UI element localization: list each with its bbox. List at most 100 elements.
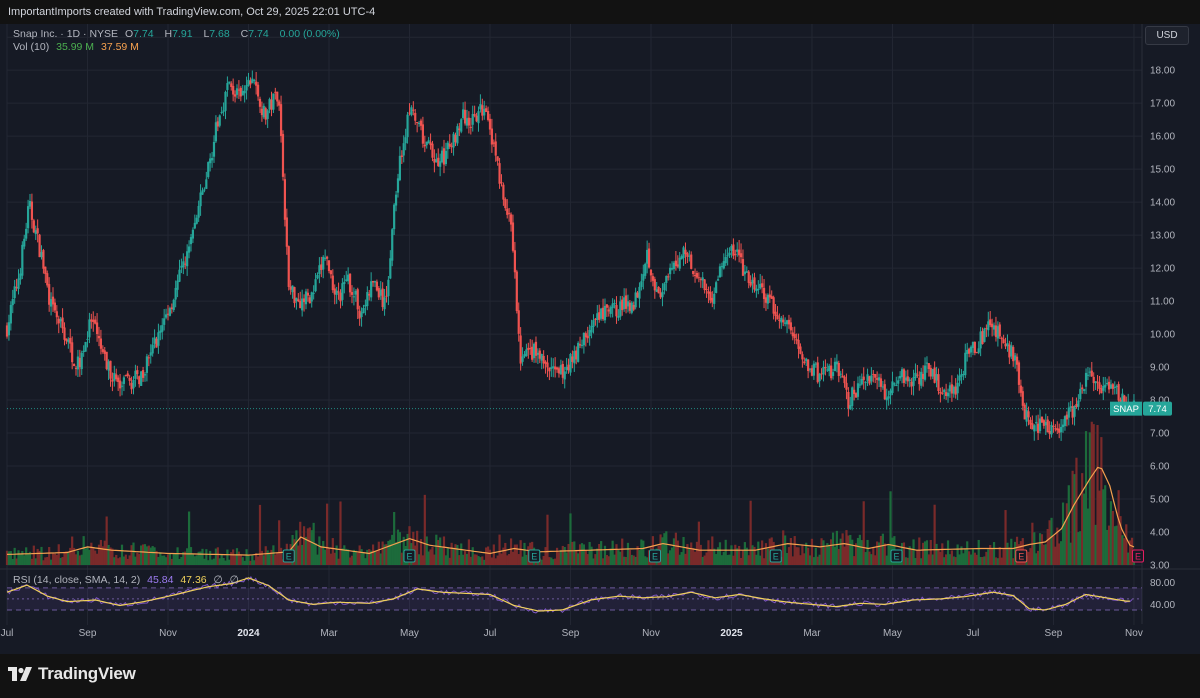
candle-body	[948, 385, 952, 392]
candle-body	[301, 298, 304, 311]
candle-body	[1100, 388, 1103, 394]
candle	[283, 173, 287, 227]
volume-bar	[279, 547, 283, 565]
volume-bar	[939, 551, 942, 565]
volume-bar	[214, 548, 218, 565]
candle-body	[147, 357, 150, 359]
candle	[463, 101, 467, 126]
candle-body	[785, 320, 789, 325]
candle-body	[454, 135, 457, 143]
candle	[960, 369, 963, 384]
candle-body	[109, 360, 112, 379]
candle-body	[387, 279, 390, 297]
candle	[569, 352, 572, 376]
candle	[189, 234, 193, 252]
candle-body	[607, 309, 610, 312]
candle	[25, 222, 28, 241]
currency-button[interactable]: USD	[1145, 26, 1189, 45]
candle	[580, 339, 584, 349]
volume-bar	[1046, 528, 1049, 565]
candle-body	[707, 291, 710, 294]
candle	[364, 299, 367, 316]
volume-bar	[299, 521, 302, 565]
volume-bar	[278, 520, 281, 565]
volume-bar	[872, 546, 875, 565]
candle	[325, 255, 329, 266]
volume-bar	[1042, 544, 1045, 565]
volume-bar	[837, 548, 840, 565]
volume-bar	[354, 550, 357, 565]
candle	[7, 314, 11, 341]
volume-bar	[458, 555, 461, 565]
candle	[358, 305, 361, 326]
candle-body	[897, 380, 900, 384]
candle-body	[575, 350, 578, 360]
candle-body	[184, 263, 187, 265]
volume-bar	[63, 551, 66, 565]
volume-bar	[843, 546, 846, 565]
volume-bar	[916, 549, 919, 565]
candle	[140, 370, 143, 386]
candle-body	[316, 274, 319, 279]
candle	[772, 295, 775, 320]
volume-bar	[318, 536, 321, 565]
volume-bar	[659, 534, 662, 565]
volume-bar	[184, 551, 187, 565]
candle-body	[289, 286, 292, 290]
volume-bar	[111, 548, 114, 565]
candle	[730, 244, 733, 258]
volume-bar	[57, 544, 60, 565]
rsi-label[interactable]: RSI (14, close, SMA, 14, 2)	[13, 574, 141, 586]
candle-body	[302, 298, 306, 303]
tradingview-logo[interactable]: TradingView	[8, 664, 136, 684]
candle	[352, 287, 356, 306]
candle-body	[856, 383, 860, 397]
volume-label[interactable]: Vol (10)	[13, 41, 50, 53]
candle	[9, 301, 12, 331]
candle-body	[854, 393, 858, 398]
candle	[343, 275, 346, 294]
earnings-marker-box	[648, 549, 661, 563]
candle-body	[17, 278, 20, 289]
candle-body	[1042, 420, 1045, 426]
volume-bar	[163, 555, 166, 565]
candle	[534, 336, 538, 363]
candle-body	[479, 104, 482, 110]
candle	[1067, 402, 1070, 426]
candle-body	[400, 155, 403, 157]
candle-body	[596, 313, 599, 321]
symbol-label[interactable]: Snap Inc. · 1D · NYSE	[13, 28, 119, 40]
candle-body	[663, 283, 666, 291]
candle-body	[877, 377, 881, 381]
candle-body	[460, 119, 463, 132]
candle	[69, 328, 72, 353]
chart-canvas[interactable]: 19.0018.0017.0016.0015.0014.0013.0012.00…	[0, 24, 1200, 654]
candle-body	[172, 299, 175, 310]
chart-panel[interactable]: 19.0018.0017.0016.0015.0014.0013.0012.00…	[0, 24, 1200, 654]
volume-bar	[601, 558, 605, 565]
candle-body	[617, 316, 620, 318]
candle-body	[743, 271, 746, 275]
volume-bar	[15, 558, 18, 565]
candle-body	[61, 317, 64, 329]
candle-body	[186, 251, 189, 267]
candle	[1083, 388, 1086, 394]
candle-body	[130, 382, 133, 390]
candle-body	[615, 304, 618, 317]
volume-bar	[828, 544, 831, 565]
candle-body	[473, 114, 476, 116]
rsi-ma-line	[6, 577, 1130, 612]
candle-body	[90, 319, 93, 322]
candle	[797, 333, 800, 359]
candle	[486, 106, 490, 122]
candle	[945, 383, 948, 400]
volume-bar	[565, 552, 568, 565]
candle-body	[774, 311, 777, 316]
candle-body	[751, 279, 754, 284]
candle-body	[80, 352, 83, 370]
earnings-marker-label: E	[773, 552, 779, 562]
candle	[879, 373, 883, 392]
candle-body	[471, 113, 474, 125]
brand-name: TradingView	[38, 664, 136, 683]
volume-bar	[444, 555, 447, 565]
